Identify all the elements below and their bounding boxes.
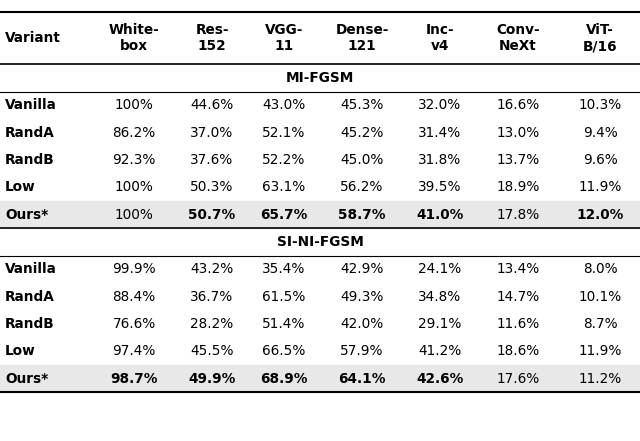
Text: MI-FGSM: MI-FGSM: [286, 71, 354, 85]
Text: 39.5%: 39.5%: [419, 180, 461, 194]
Text: 11.6%: 11.6%: [497, 317, 540, 331]
Text: 65.7%: 65.7%: [260, 208, 308, 222]
Text: 17.8%: 17.8%: [497, 208, 540, 222]
Text: 43.0%: 43.0%: [262, 98, 306, 112]
Text: 32.0%: 32.0%: [419, 98, 461, 112]
Text: 45.2%: 45.2%: [340, 126, 384, 140]
Text: 10.1%: 10.1%: [579, 290, 621, 304]
Text: 35.4%: 35.4%: [262, 262, 306, 277]
Text: 45.5%: 45.5%: [190, 344, 234, 359]
Text: 11.2%: 11.2%: [579, 372, 621, 386]
Text: Ours*: Ours*: [5, 372, 49, 386]
Text: Vanilla: Vanilla: [5, 98, 57, 112]
Text: 34.8%: 34.8%: [419, 290, 461, 304]
Text: RandB: RandB: [5, 317, 55, 331]
Text: RandB: RandB: [5, 153, 55, 167]
Text: 76.6%: 76.6%: [113, 317, 156, 331]
Text: 45.0%: 45.0%: [340, 153, 384, 167]
Text: 64.1%: 64.1%: [339, 372, 386, 386]
Text: 50.7%: 50.7%: [188, 208, 236, 222]
Text: 61.5%: 61.5%: [262, 290, 306, 304]
Text: 41.2%: 41.2%: [419, 344, 461, 359]
Bar: [0, 365, 640, 392]
Text: Low: Low: [5, 344, 36, 359]
Text: 36.7%: 36.7%: [190, 290, 234, 304]
Text: RandA: RandA: [5, 290, 55, 304]
Text: Inc-
v4: Inc- v4: [426, 23, 454, 53]
Text: 28.2%: 28.2%: [190, 317, 234, 331]
Text: 11.9%: 11.9%: [579, 344, 621, 359]
Text: 41.0%: 41.0%: [417, 208, 463, 222]
Text: 86.2%: 86.2%: [113, 126, 156, 140]
Text: 37.0%: 37.0%: [190, 126, 234, 140]
Text: 98.7%: 98.7%: [110, 372, 157, 386]
Text: 43.2%: 43.2%: [190, 262, 234, 277]
Text: VGG-
11: VGG- 11: [265, 23, 303, 53]
Text: ViT-
B/16: ViT- B/16: [582, 23, 618, 53]
Text: 56.2%: 56.2%: [340, 180, 384, 194]
Text: 42.6%: 42.6%: [417, 372, 463, 386]
Text: 50.3%: 50.3%: [190, 180, 234, 194]
Text: SI-NI-FGSM: SI-NI-FGSM: [276, 235, 364, 249]
Text: 68.9%: 68.9%: [260, 372, 308, 386]
Text: 44.6%: 44.6%: [190, 98, 234, 112]
Text: 100%: 100%: [115, 98, 154, 112]
Text: 57.9%: 57.9%: [340, 344, 384, 359]
Bar: [0, 201, 640, 228]
Text: 88.4%: 88.4%: [113, 290, 156, 304]
Text: 42.0%: 42.0%: [340, 317, 383, 331]
Text: 8.0%: 8.0%: [582, 262, 618, 277]
Text: 92.3%: 92.3%: [112, 153, 156, 167]
Text: Conv-
NeXt: Conv- NeXt: [496, 23, 540, 53]
Text: 97.4%: 97.4%: [112, 344, 156, 359]
Text: 17.6%: 17.6%: [497, 372, 540, 386]
Text: 58.7%: 58.7%: [339, 208, 386, 222]
Text: 52.1%: 52.1%: [262, 126, 306, 140]
Text: 100%: 100%: [115, 180, 154, 194]
Text: 10.3%: 10.3%: [579, 98, 621, 112]
Text: RandA: RandA: [5, 126, 55, 140]
Text: 100%: 100%: [115, 208, 154, 222]
Text: 45.3%: 45.3%: [340, 98, 384, 112]
Text: 42.9%: 42.9%: [340, 262, 384, 277]
Text: 24.1%: 24.1%: [419, 262, 461, 277]
Text: 49.3%: 49.3%: [340, 290, 384, 304]
Text: 14.7%: 14.7%: [497, 290, 540, 304]
Text: 18.6%: 18.6%: [497, 344, 540, 359]
Text: 31.8%: 31.8%: [419, 153, 461, 167]
Text: 11.9%: 11.9%: [579, 180, 621, 194]
Text: 9.6%: 9.6%: [582, 153, 618, 167]
Text: Ours*: Ours*: [5, 208, 49, 222]
Text: 99.9%: 99.9%: [112, 262, 156, 277]
Text: 52.2%: 52.2%: [262, 153, 306, 167]
Text: 51.4%: 51.4%: [262, 317, 306, 331]
Text: Low: Low: [5, 180, 36, 194]
Text: 9.4%: 9.4%: [582, 126, 618, 140]
Text: Variant: Variant: [5, 31, 61, 45]
Text: 13.7%: 13.7%: [497, 153, 540, 167]
Text: 8.7%: 8.7%: [582, 317, 618, 331]
Text: 18.9%: 18.9%: [496, 180, 540, 194]
Text: 37.6%: 37.6%: [190, 153, 234, 167]
Text: 29.1%: 29.1%: [419, 317, 461, 331]
Text: 63.1%: 63.1%: [262, 180, 306, 194]
Text: 16.6%: 16.6%: [497, 98, 540, 112]
Text: 13.4%: 13.4%: [497, 262, 540, 277]
Text: Dense-
121: Dense- 121: [335, 23, 388, 53]
Text: 31.4%: 31.4%: [419, 126, 461, 140]
Text: Vanilla: Vanilla: [5, 262, 57, 277]
Text: 66.5%: 66.5%: [262, 344, 306, 359]
Text: Res-
152: Res- 152: [195, 23, 228, 53]
Text: 12.0%: 12.0%: [577, 208, 623, 222]
Text: White-
box: White- box: [109, 23, 159, 53]
Text: 13.0%: 13.0%: [497, 126, 540, 140]
Text: 49.9%: 49.9%: [188, 372, 236, 386]
